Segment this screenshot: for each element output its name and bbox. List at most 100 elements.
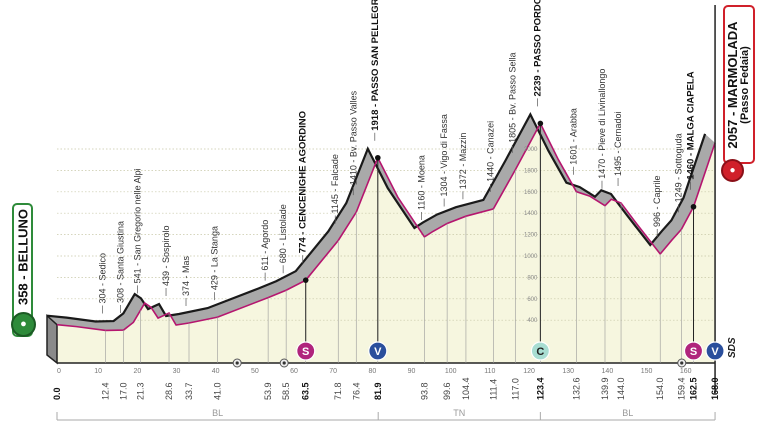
profile-front-line bbox=[56, 121, 716, 332]
region-label: BL bbox=[212, 408, 223, 418]
km-mark-label: 132.6 bbox=[571, 377, 581, 400]
location-label: 2239 - PASSO PORDOI bbox=[532, 0, 543, 96]
location-label: 1145 - Falcade bbox=[330, 154, 340, 213]
location-label: 611 - Agordo bbox=[260, 220, 270, 271]
km-tick-label: 10 bbox=[94, 368, 102, 375]
sprint-icon-letter: S bbox=[302, 346, 309, 358]
location-label: 1460 - MALGA CIAPELA bbox=[686, 71, 697, 180]
km-mark-label: 123.4 bbox=[535, 377, 545, 400]
km-mark-label: 41.0 bbox=[213, 382, 223, 400]
km-mark-label: 144.0 bbox=[616, 377, 626, 400]
km-tick-label: 120 bbox=[523, 368, 535, 375]
feed-zone-icon-dot bbox=[680, 361, 684, 365]
km-mark-label: 33.7 bbox=[184, 382, 194, 400]
location-label: 541 - San Gregorio nelle Alpi bbox=[132, 168, 142, 283]
km-mark-label: 93.8 bbox=[419, 382, 429, 400]
ground-area bbox=[57, 123, 716, 363]
grid-label: 400 bbox=[527, 318, 538, 324]
km-tick-label: 50 bbox=[251, 368, 259, 375]
gpm-icon-letter: V bbox=[711, 346, 719, 358]
km-tick-label: 100 bbox=[445, 368, 457, 375]
location-label: 774 - CENCENIGHE AGORDINO bbox=[298, 111, 309, 253]
start-face bbox=[46, 314, 58, 365]
km-mark-label: 117.0 bbox=[510, 378, 520, 400]
location-label: 1440 - Canazei bbox=[485, 121, 495, 182]
location-label: 1470 - Pieve di Livinallongo bbox=[597, 69, 607, 179]
location-label: 680 - Listolade bbox=[278, 204, 288, 263]
finish-subtitle: (Passo Fedaia) bbox=[739, 46, 751, 124]
km-mark-label: 0.0 bbox=[52, 387, 62, 400]
location-label: 1918 - PASSO SAN PELLEGRINO bbox=[370, 0, 381, 131]
location-label: 308 - Santa Giustina bbox=[116, 221, 126, 303]
grid-label: 600 bbox=[527, 297, 538, 303]
feed-zone-icon-dot bbox=[235, 361, 239, 365]
km-tick-label: 160 bbox=[680, 368, 692, 375]
grid-label: 2000 bbox=[524, 147, 538, 153]
region-label: BL bbox=[622, 408, 633, 418]
km-mark-label: 99.6 bbox=[442, 382, 452, 400]
location-label: 304 - Sedico bbox=[98, 253, 108, 304]
km-tick-label: 0 bbox=[57, 368, 61, 375]
km-tick-label: 150 bbox=[641, 368, 653, 375]
sprint-icon bbox=[683, 341, 704, 361]
gpm-icon bbox=[705, 341, 725, 361]
km-mark-label: 53.9 bbox=[263, 382, 273, 400]
gpm-icon-letter: V bbox=[374, 346, 382, 358]
cima-coppi-icon bbox=[530, 341, 550, 361]
km-tick-label: 20 bbox=[133, 368, 141, 375]
km-mark-label: 111.4 bbox=[488, 379, 498, 400]
location-label: 1410 - Bv. Passo Valles bbox=[348, 90, 358, 185]
location-label: 996 - Caprile bbox=[652, 175, 662, 227]
finish-label: 2057 - MARMOLADA (Passo Fedaia) bbox=[725, 21, 751, 149]
km-tick-label: 90 bbox=[408, 368, 416, 375]
km-mark-label: 162.5 bbox=[689, 377, 699, 400]
checkpoint-dot bbox=[375, 154, 381, 161]
profile-top-line bbox=[46, 112, 707, 323]
km-mark-label: 58.5 bbox=[281, 382, 291, 400]
checkpoint-dot bbox=[302, 277, 309, 283]
km-tick-label: 40 bbox=[212, 368, 220, 375]
location-label: 1805 - Bv. Passo Sella bbox=[507, 52, 517, 142]
km-mark-label: 159.4 bbox=[676, 377, 686, 400]
location-label: 1495 - Cernadoi bbox=[613, 111, 623, 176]
finish-title: 2057 - MARMOLADA bbox=[725, 21, 740, 149]
cima-coppi-icon-letter: C bbox=[536, 346, 544, 358]
km-tick-label: 110 bbox=[484, 368, 495, 375]
location-label: 1372 - Mazzin bbox=[458, 133, 468, 190]
km-mark-label: 63.5 bbox=[301, 382, 311, 400]
start-cyclist-icon: ● bbox=[11, 312, 36, 337]
km-tick-label: 30 bbox=[173, 368, 181, 375]
grid-label: 1000 bbox=[524, 254, 538, 260]
km-mark-label: 21.3 bbox=[135, 382, 145, 400]
grid-label: 1600 bbox=[524, 190, 538, 196]
grid-label: 1800 bbox=[524, 168, 538, 174]
finish-box: 2057 - MARMOLADA (Passo Fedaia) bbox=[723, 5, 755, 164]
km-mark-label: 139.9 bbox=[600, 377, 610, 400]
km-mark-label: 76.4 bbox=[351, 382, 361, 400]
grid-label: 1200 bbox=[524, 233, 538, 239]
finish-cyclist-icon: ● bbox=[721, 159, 744, 182]
sprint-icon bbox=[296, 341, 316, 361]
location-label: 1249 - Sottoguda bbox=[673, 133, 683, 202]
location-label: 1304 - Vigo di Fassa bbox=[439, 114, 449, 196]
km-tick-label: 70 bbox=[329, 368, 337, 375]
km-mark-label: 104.4 bbox=[461, 377, 471, 400]
location-label: 429 - La Stanga bbox=[210, 226, 220, 290]
sponsor-logo: SDS bbox=[727, 337, 738, 358]
km-mark-label: 81.9 bbox=[373, 382, 383, 400]
km-tick-label: 140 bbox=[602, 368, 614, 375]
start-label: 358 - BELLUNO bbox=[15, 208, 30, 306]
km-tick-label: 80 bbox=[368, 368, 376, 375]
grid-label: 800 bbox=[527, 275, 538, 281]
location-label: 439 - Sospirolo bbox=[161, 225, 171, 286]
km-tick-label: 130 bbox=[562, 368, 574, 375]
sprint-icon-letter: S bbox=[690, 346, 697, 358]
km-mark-label: 12.4 bbox=[101, 382, 111, 400]
grid-label: 1400 bbox=[524, 211, 538, 217]
checkpoint-dot bbox=[537, 120, 544, 127]
feed-zone-icon-dot bbox=[282, 361, 286, 365]
km-mark-label: 28.6 bbox=[164, 382, 174, 400]
location-label: 1160 - Moena bbox=[416, 155, 426, 210]
region-label: TN bbox=[453, 408, 465, 418]
checkpoint-dot bbox=[690, 203, 697, 210]
